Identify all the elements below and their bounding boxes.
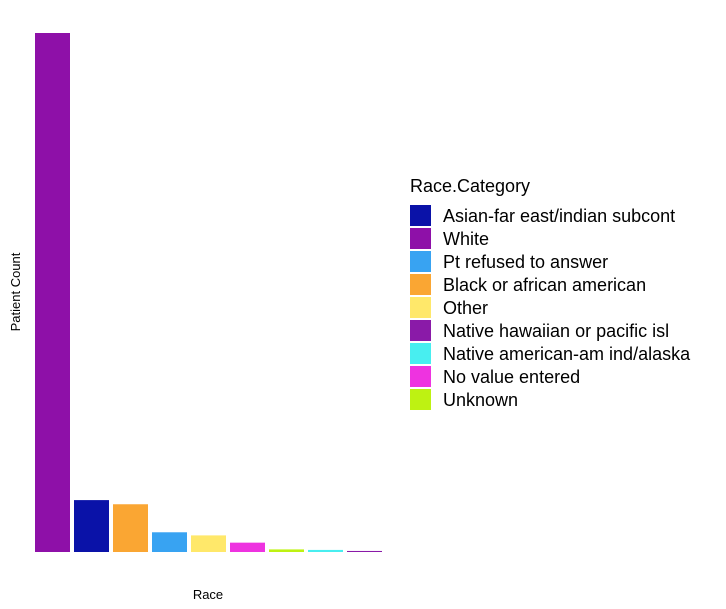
legend-label: White bbox=[443, 229, 489, 249]
bar-other bbox=[191, 535, 226, 552]
legend-key bbox=[410, 274, 431, 295]
legend-key bbox=[410, 251, 431, 272]
legend-label: Unknown bbox=[443, 390, 518, 410]
x-axis-title: Race bbox=[193, 587, 223, 602]
y-axis-title: Patient Count bbox=[8, 252, 23, 331]
legend-key bbox=[410, 389, 431, 410]
legend-label: Pt refused to answer bbox=[443, 252, 608, 272]
bar-unknown bbox=[269, 549, 304, 552]
bar-native-hawaiian-or-pacific-isl bbox=[347, 550, 382, 552]
legend: Race.Category Asian-far east/indian subc… bbox=[410, 176, 691, 410]
legend-label: Native hawaiian or pacific isl bbox=[443, 321, 669, 341]
legend-label: Other bbox=[443, 298, 488, 318]
legend-label: Black or african american bbox=[443, 275, 646, 295]
legend-key bbox=[410, 297, 431, 318]
legend-title: Race.Category bbox=[410, 176, 530, 196]
bar-no-value-entered bbox=[230, 542, 265, 552]
bar-white bbox=[35, 33, 70, 552]
bar-black-or-african-american bbox=[113, 504, 148, 552]
legend-key bbox=[410, 343, 431, 364]
legend-key bbox=[410, 228, 431, 249]
legend-key bbox=[410, 366, 431, 387]
bar-asian-far-east-indian-subcont bbox=[74, 500, 109, 552]
bar-native-american-am-ind-alaska bbox=[308, 549, 343, 552]
bar-pt-refused-to-answer bbox=[152, 532, 187, 552]
bars bbox=[35, 33, 382, 552]
legend-label: No value entered bbox=[443, 367, 580, 387]
legend-label: Asian-far east/indian subcont bbox=[443, 206, 675, 226]
legend-key bbox=[410, 205, 431, 226]
legend-key bbox=[410, 320, 431, 341]
legend-label: Native american-am ind/alaska bbox=[443, 344, 691, 364]
